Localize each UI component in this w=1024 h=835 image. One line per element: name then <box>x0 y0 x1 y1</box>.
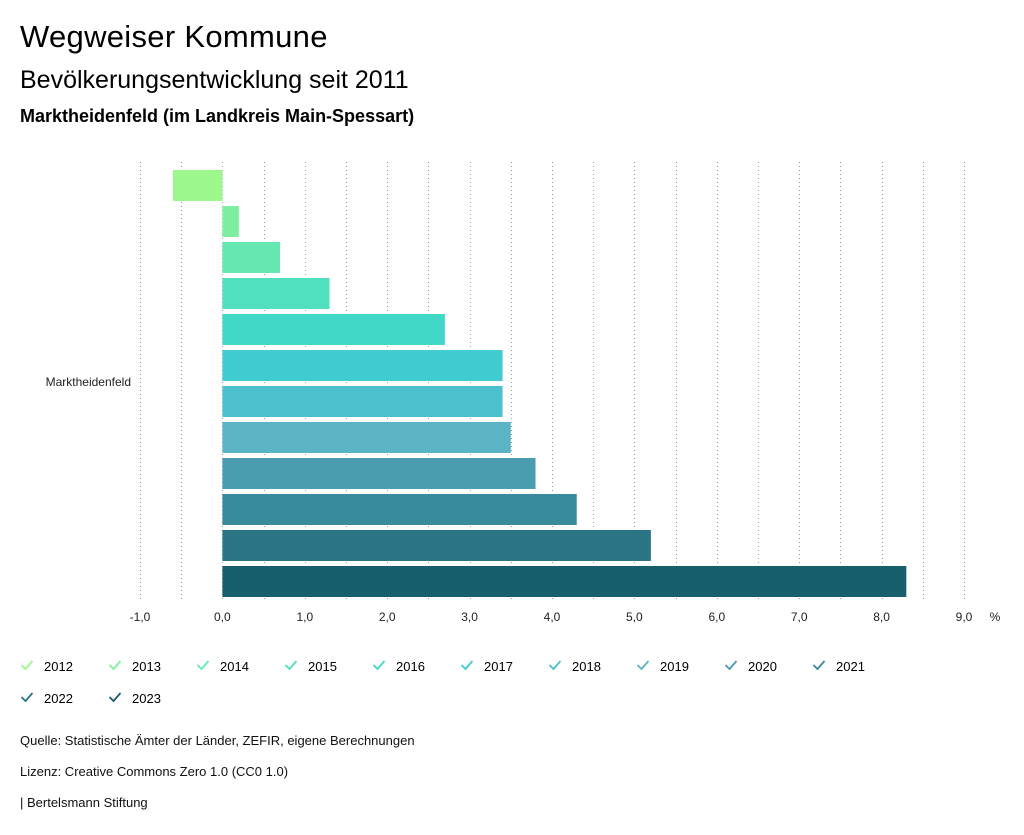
bar-2021[interactable]: 2021: 4,3 % <box>222 494 577 525</box>
bar-2023[interactable]: 2023: 8,3 % <box>222 566 907 597</box>
legend-label: 2018 <box>572 658 601 674</box>
grid-lines <box>140 162 965 600</box>
checkmark-icon <box>812 658 828 674</box>
legend-item-2014[interactable]: 2014 <box>196 657 284 675</box>
legend-item-2015[interactable]: 2015 <box>284 657 372 675</box>
legend-label: 2014 <box>220 658 249 674</box>
x-tick-label: 3,0 <box>461 610 478 624</box>
checkmark-icon <box>20 658 36 674</box>
x-tick-label: 2,0 <box>379 610 396 624</box>
bar-2014[interactable]: 2014: 0,7 % <box>222 242 281 273</box>
legend: 2012 2013 2014 2015 2016 2017 2018 2019 2020 2021… <box>20 657 980 707</box>
x-tick-label: 5,0 <box>626 610 643 624</box>
checkmark-icon <box>20 690 36 706</box>
bar-2019[interactable]: 2019: 3,5 % <box>222 422 511 453</box>
bar-2018[interactable]: 2018: 3,4 % <box>222 386 503 417</box>
legend-label: 2021 <box>836 658 865 674</box>
category-label: Marktheidenfeld <box>46 375 131 389</box>
bar-2022[interactable]: 2022: 5,2 % <box>222 530 651 561</box>
license-note: Lizenz: Creative Commons Zero 1.0 (CC0 1… <box>20 764 289 779</box>
checkmark-icon <box>724 658 740 674</box>
checkmark-icon <box>196 658 212 674</box>
x-axis-unit: % <box>990 610 1001 624</box>
legend-item-2018[interactable]: 2018 <box>548 657 636 675</box>
legend-label: 2020 <box>748 658 777 674</box>
legend-item-2023[interactable]: 2023 <box>108 689 196 707</box>
checkmark-icon <box>108 690 124 706</box>
x-tick-label: 8,0 <box>873 610 890 624</box>
region-label: Marktheidenfeld (im Landkreis Main-Spess… <box>20 106 415 126</box>
x-tick-label: 9,0 <box>956 610 973 624</box>
bar-group: 2012: -0,6 % 2013: 0,2 % 2014: 0,7 % 2015: … <box>172 170 907 597</box>
bar-2015[interactable]: 2015: 1,3 % <box>222 278 330 309</box>
checkmark-icon <box>108 658 124 674</box>
bar-2013[interactable]: 2013: 0,2 % <box>222 206 239 237</box>
legend-item-2012[interactable]: 2012 <box>20 657 108 675</box>
legend-label: 2012 <box>44 658 73 674</box>
x-axis-ticks: -1,0 0,0 1,0 2,0 3,0 4,0 5,0 6,0 7,0 8,0 9,0 <box>130 610 973 624</box>
legend-item-2021[interactable]: 2021 <box>812 657 900 675</box>
bar-chart: 2012: -0,6 % 2013: 0,2 % 2014: 0,7 % 2015: … <box>46 162 1001 624</box>
x-tick-label: 1,0 <box>296 610 313 624</box>
legend-label: 2019 <box>660 658 689 674</box>
x-tick-label: 6,0 <box>708 610 725 624</box>
legend-item-2022[interactable]: 2022 <box>20 689 108 707</box>
chart-title: Wegweiser Kommune <box>20 19 328 54</box>
bar-2012[interactable]: 2012: -0,6 % <box>172 170 223 201</box>
legend-item-2019[interactable]: 2019 <box>636 657 724 675</box>
legend-label: 2016 <box>396 658 425 674</box>
legend-label: 2017 <box>484 658 513 674</box>
x-tick-label: -1,0 <box>130 610 151 624</box>
source-note: Quelle: Statistische Ämter der Länder, Z… <box>20 733 415 748</box>
bar-2020[interactable]: 2020: 3,8 % <box>222 458 536 489</box>
bar-2016[interactable]: 2016: 2,7 % <box>222 314 445 345</box>
x-tick-label: 0,0 <box>214 610 231 624</box>
checkmark-icon <box>284 658 300 674</box>
x-tick-label: 4,0 <box>544 610 561 624</box>
x-tick-label: 7,0 <box>791 610 808 624</box>
bar-2017[interactable]: 2017: 3,4 % <box>222 350 503 381</box>
checkmark-icon <box>548 658 564 674</box>
legend-item-2013[interactable]: 2013 <box>108 657 196 675</box>
legend-label: 2022 <box>44 690 73 706</box>
legend-item-2016[interactable]: 2016 <box>372 657 460 675</box>
legend-label: 2015 <box>308 658 337 674</box>
legend-item-2017[interactable]: 2017 <box>460 657 548 675</box>
chart-subtitle: Bevölkerungsentwicklung seit 2011 <box>20 66 409 94</box>
legend-label: 2013 <box>132 658 161 674</box>
legend-item-2020[interactable]: 2020 <box>724 657 812 675</box>
checkmark-icon <box>372 658 388 674</box>
legend-label: 2023 <box>132 690 161 706</box>
publisher-note: | Bertelsmann Stiftung <box>20 795 148 810</box>
checkmark-icon <box>636 658 652 674</box>
checkmark-icon <box>460 658 476 674</box>
